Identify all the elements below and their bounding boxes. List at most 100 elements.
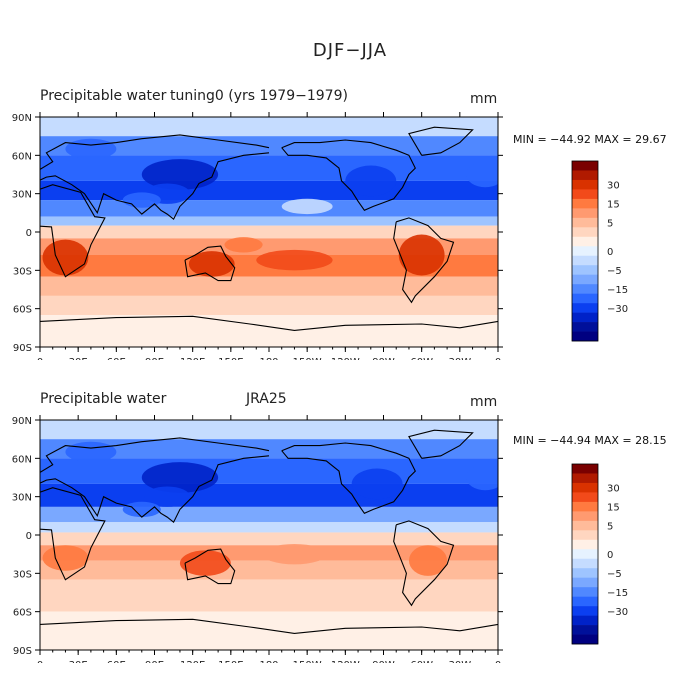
y-tick-label: 90N bbox=[12, 416, 32, 427]
colorbar-label: 5 bbox=[607, 522, 613, 533]
colorbar-label: 0 bbox=[607, 247, 613, 258]
y-tick-label: 30N bbox=[12, 190, 32, 201]
colorbar-swatch bbox=[572, 217, 598, 228]
colorbar-swatch bbox=[572, 284, 598, 294]
colorbar-label: −30 bbox=[607, 607, 628, 618]
y-tick-label: 60S bbox=[13, 608, 32, 619]
source-title: tuning0 (yrs 1979−1979) bbox=[170, 88, 348, 104]
colorbar-label: −5 bbox=[607, 569, 622, 580]
colorbar-swatch bbox=[572, 606, 598, 616]
x-tick-label: 30E bbox=[69, 660, 88, 663]
colorbar-swatch bbox=[572, 539, 598, 550]
x-tick-label: 150E bbox=[218, 660, 243, 663]
x-tick-label: 60E bbox=[107, 357, 126, 360]
colorbar-swatch bbox=[572, 265, 598, 275]
x-tick-label: 120W bbox=[331, 357, 360, 360]
colorbar-swatch bbox=[572, 596, 598, 607]
x-tick-label: 30W bbox=[449, 660, 472, 663]
colorbar-swatch bbox=[572, 587, 598, 597]
units-label: mm bbox=[470, 91, 498, 107]
colorbar-swatch bbox=[572, 558, 598, 569]
x-tick-label: 0 bbox=[495, 660, 501, 663]
colorbar-swatch bbox=[572, 303, 598, 313]
colorbar-label: 15 bbox=[607, 503, 620, 514]
y-tick-label: 30N bbox=[12, 493, 32, 504]
colorbar-swatch bbox=[572, 492, 598, 503]
x-tick-label: 180 bbox=[259, 660, 278, 663]
x-tick-label: 150W bbox=[293, 660, 322, 663]
y-tick-label: 0 bbox=[26, 531, 32, 542]
colorbar-label: 5 bbox=[607, 219, 613, 230]
x-tick-label: 90W bbox=[372, 357, 395, 360]
colorbar-swatch bbox=[572, 549, 598, 560]
colorbar-label: −30 bbox=[607, 304, 628, 315]
colorbar-label: −5 bbox=[607, 266, 622, 277]
colorbar-swatch bbox=[572, 274, 598, 285]
colorbar-swatch bbox=[572, 473, 598, 484]
colorbar-swatch bbox=[572, 208, 598, 219]
x-tick-label: 0 bbox=[495, 357, 501, 360]
x-tick-label: 60E bbox=[107, 660, 126, 663]
colorbar-swatch bbox=[572, 530, 598, 541]
x-tick-label: 60W bbox=[410, 357, 433, 360]
x-tick-label: 150E bbox=[218, 357, 243, 360]
y-tick-label: 0 bbox=[26, 228, 32, 239]
colorbar-swatch bbox=[572, 161, 598, 171]
panel-reanalysis: Precipitable water JRA25 mm MIN = −44.94… bbox=[0, 388, 700, 688]
panel-model: Precipitable water tuning0 (yrs 1979−197… bbox=[0, 85, 700, 385]
colorbar: 30 15 5 0 −5 −15 −30 bbox=[571, 160, 628, 342]
colorbar-swatch bbox=[572, 625, 598, 635]
x-tick-label: 0 bbox=[37, 357, 43, 360]
colorbar-label: 30 bbox=[607, 484, 620, 495]
x-tick-label: 0 bbox=[37, 660, 43, 663]
x-tick-label: 30E bbox=[69, 357, 88, 360]
colorbar: 30 15 5 0 −5 −15 −30 bbox=[571, 463, 628, 645]
variable-title: Precipitable water bbox=[40, 88, 167, 104]
colorbar-label: 30 bbox=[607, 181, 620, 192]
colorbar-label: 0 bbox=[607, 550, 613, 561]
y-tick-label: 60N bbox=[12, 454, 32, 465]
x-tick-label: 120W bbox=[331, 660, 360, 663]
y-tick-label: 60S bbox=[13, 305, 32, 316]
colorbar-swatch bbox=[572, 482, 598, 493]
x-tick-label: 90W bbox=[372, 660, 395, 663]
y-tick-label: 90N bbox=[12, 113, 32, 124]
x-tick-label: 120E bbox=[180, 660, 205, 663]
colorbar-swatch bbox=[572, 189, 598, 200]
variable-title: Precipitable water bbox=[40, 391, 167, 407]
min-max-stats: MIN = −44.92 MAX = 29.67 bbox=[513, 133, 667, 146]
map-plot: 0 30E 60E 90E 120E 150E 180 150W 120W 90W 60W 30W 0 9… bbox=[12, 112, 503, 360]
y-tick-label: 90S bbox=[13, 646, 32, 657]
colorbar-swatch bbox=[572, 331, 598, 342]
y-tick-label: 90S bbox=[13, 343, 32, 354]
x-tick-label: 120E bbox=[180, 357, 205, 360]
colorbar-swatch bbox=[572, 236, 598, 247]
colorbar-swatch bbox=[572, 246, 598, 257]
x-tick-label: 90E bbox=[145, 357, 164, 360]
colorbar-swatch bbox=[572, 501, 598, 512]
colorbar-swatch bbox=[572, 312, 598, 323]
colorbar-swatch bbox=[572, 179, 598, 190]
min-max-stats: MIN = −44.94 MAX = 28.15 bbox=[513, 434, 667, 447]
colorbar-swatch bbox=[572, 577, 598, 588]
y-tick-label: 60N bbox=[12, 151, 32, 162]
figure-title: DJF−JJA bbox=[312, 40, 388, 61]
colorbar-label: −15 bbox=[607, 588, 628, 599]
colorbar-swatch bbox=[572, 615, 598, 626]
colorbar-swatch bbox=[572, 198, 598, 209]
x-tick-label: 30W bbox=[449, 357, 472, 360]
colorbar-swatch bbox=[572, 568, 598, 578]
colorbar-swatch bbox=[572, 511, 598, 522]
colorbar-swatch bbox=[572, 170, 598, 181]
x-tick-label: 60W bbox=[410, 660, 433, 663]
colorbar-swatch bbox=[572, 322, 598, 332]
colorbar-swatch bbox=[572, 464, 598, 474]
source-title: JRA25 bbox=[246, 391, 287, 407]
colorbar-label: −15 bbox=[607, 285, 628, 296]
colorbar-swatch bbox=[572, 520, 598, 531]
colorbar-swatch bbox=[572, 634, 598, 645]
colorbar-label: 15 bbox=[607, 200, 620, 211]
map-plot: 0 30E 60E 90E 120E 150E 180 150W 120W 90W 60W 30W 0 9… bbox=[12, 415, 503, 663]
colorbar-swatch bbox=[572, 255, 598, 266]
x-tick-label: 150W bbox=[293, 357, 322, 360]
